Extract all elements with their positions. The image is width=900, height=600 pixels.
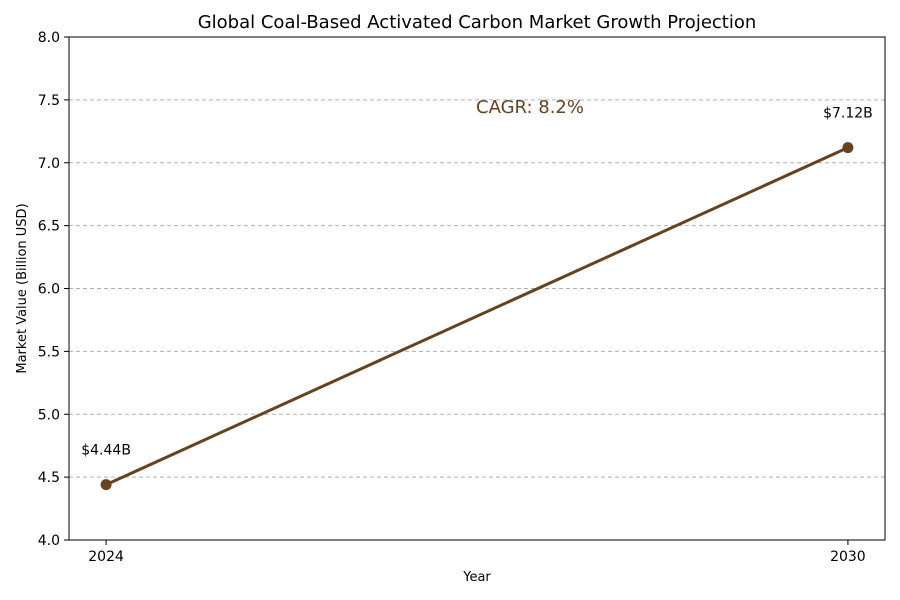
x-axis-label: Year [462, 570, 491, 585]
y-tick-label: 4.0 [38, 533, 60, 549]
data-label: $7.12B [823, 106, 873, 122]
y-tick-label: 5.0 [38, 407, 60, 423]
x-axis: 2024 2030 [88, 540, 866, 565]
y-axis: 4.0 4.5 5.0 5.5 6.0 6.5 7.0 7.5 8.0 [38, 30, 69, 549]
data-point [842, 142, 854, 154]
gridlines [69, 99, 885, 478]
y-tick-label: 6.0 [38, 282, 60, 298]
x-tick-label: 2024 [88, 549, 124, 565]
y-tick-label: 7.5 [38, 93, 60, 109]
y-tick-label: 6.5 [38, 219, 60, 235]
y-axis-label: Market Value (Billion USD) [15, 203, 30, 373]
x-tick-label: 2030 [830, 549, 866, 565]
y-tick-label: 5.5 [38, 344, 60, 360]
series: $4.44B $7.12B [81, 106, 873, 491]
y-tick-label: 4.5 [38, 470, 60, 486]
series-line [104, 146, 850, 487]
cagr-annotation: CAGR: 8.2% [476, 97, 584, 118]
y-tick-label: 8.0 [38, 30, 60, 46]
y-tick-label: 7.0 [38, 156, 60, 172]
data-label: $4.44B [81, 443, 131, 459]
data-point [100, 479, 112, 491]
chart-title: Global Coal-Based Activated Carbon Marke… [198, 12, 757, 33]
